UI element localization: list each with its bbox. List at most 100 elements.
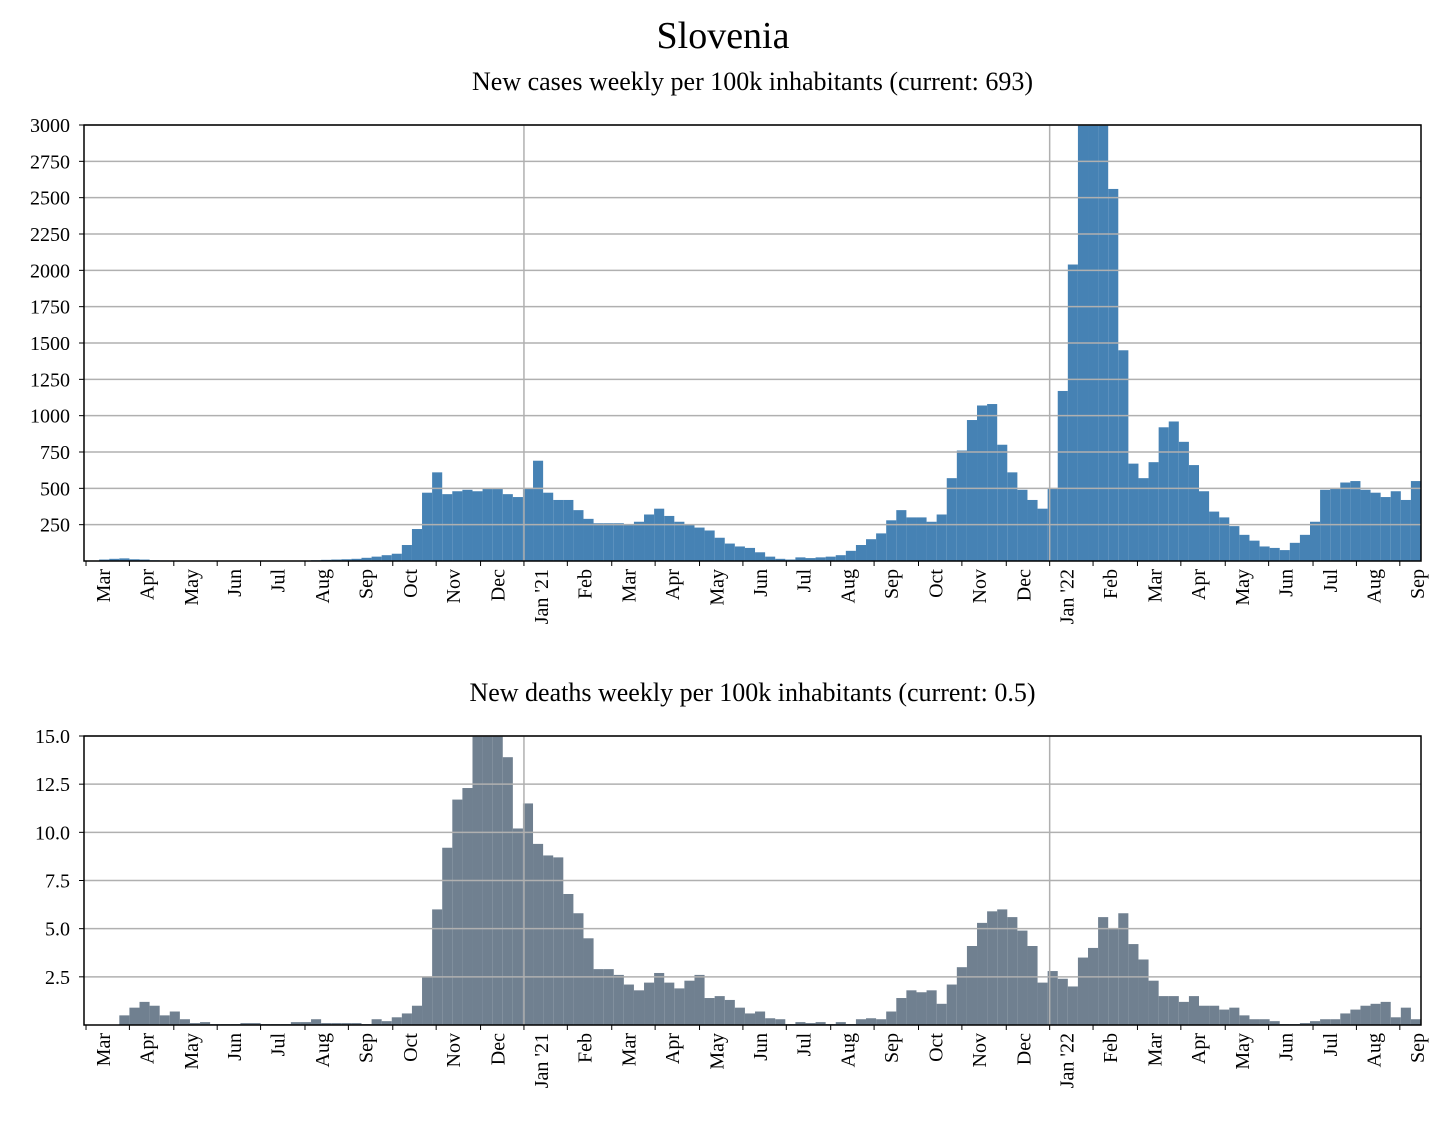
bar — [1239, 534, 1250, 561]
x-tick-label: Feb — [1100, 1033, 1122, 1063]
x-tick-label: Aug — [838, 569, 860, 603]
bar — [644, 982, 655, 1025]
x-tick-label: Sep — [1407, 1033, 1429, 1063]
bar — [563, 499, 574, 561]
bar — [159, 1015, 170, 1025]
bar — [966, 420, 978, 561]
bar — [311, 1019, 322, 1025]
bar — [442, 494, 453, 561]
x-tick-label: Jul — [793, 1033, 815, 1057]
bar — [1077, 125, 1089, 561]
bar — [795, 1022, 806, 1025]
bar — [946, 478, 957, 561]
bar — [432, 909, 443, 1025]
bar — [411, 1005, 423, 1025]
bar — [603, 969, 614, 1025]
bar — [1168, 996, 1179, 1025]
x-tick-label: Jun — [1276, 1033, 1298, 1061]
bar — [633, 990, 645, 1025]
bar — [179, 1019, 190, 1025]
bar — [1188, 996, 1200, 1025]
bar — [644, 514, 655, 561]
x-tick-label: Aug — [1363, 569, 1385, 603]
y-tick-label: 12.5 — [35, 774, 70, 796]
bar — [1088, 947, 1099, 1025]
x-tick-label: Oct — [925, 569, 947, 598]
y-tick-label: 2.5 — [45, 967, 70, 989]
bar — [855, 545, 867, 561]
bar — [1027, 946, 1038, 1025]
bar — [573, 510, 584, 561]
bar — [492, 736, 503, 1025]
bar — [1390, 491, 1401, 561]
bar — [411, 529, 423, 561]
bar — [825, 556, 836, 561]
x-tick-label: Jan '21 — [531, 1033, 553, 1088]
x-tick-label: Sep — [355, 1033, 377, 1063]
bar — [1168, 421, 1179, 561]
x-tick-label: Jun — [1276, 569, 1298, 597]
bar — [734, 1007, 745, 1025]
bar — [1400, 1007, 1411, 1025]
bar — [674, 988, 685, 1025]
bar — [1259, 546, 1270, 561]
x-tick-label: Aug — [312, 1033, 334, 1067]
bar — [1188, 465, 1200, 561]
bar — [926, 990, 937, 1025]
bar — [432, 472, 443, 561]
bar — [744, 547, 756, 561]
bar — [149, 1005, 160, 1025]
bar — [512, 497, 523, 561]
bar — [704, 530, 715, 561]
page-title: Slovenia — [657, 15, 790, 57]
x-tick-label: May — [707, 1033, 729, 1070]
bar — [169, 1011, 180, 1025]
bar — [886, 520, 897, 561]
bar — [1118, 350, 1129, 561]
bar — [1148, 462, 1159, 561]
x-tick-label: Apr — [136, 1033, 158, 1064]
bar — [1380, 1001, 1391, 1025]
bar — [684, 980, 695, 1025]
bar — [331, 1023, 342, 1025]
bar — [936, 1003, 947, 1025]
x-tick-label: May — [1232, 1033, 1254, 1070]
bar — [462, 788, 473, 1025]
bar — [1158, 996, 1169, 1025]
bar — [1017, 930, 1028, 1025]
bar — [583, 938, 594, 1025]
x-tick-label: Jun — [750, 569, 772, 597]
x-tick-label: Jun — [224, 569, 246, 597]
bar — [694, 974, 705, 1025]
bar — [987, 911, 998, 1025]
bar — [815, 557, 826, 561]
x-tick-label: Nov — [443, 569, 465, 603]
x-tick-label: Mar — [619, 569, 641, 603]
bar — [1259, 1019, 1270, 1025]
bar — [341, 1023, 352, 1025]
x-tick-label: Oct — [400, 569, 422, 598]
bar — [866, 1018, 877, 1025]
bar — [1138, 478, 1149, 561]
bar — [987, 404, 998, 561]
x-tick-label: Feb — [574, 1033, 596, 1063]
y-tick-label: 7.5 — [45, 871, 70, 893]
y-tick-label: 1500 — [30, 333, 70, 355]
bar — [936, 514, 947, 561]
bar — [855, 1019, 867, 1025]
bar — [109, 558, 120, 561]
bar — [1320, 1019, 1331, 1025]
bar — [795, 557, 806, 561]
bar — [1067, 986, 1078, 1025]
x-tick-label: May — [181, 569, 203, 606]
bar — [371, 556, 382, 561]
bar — [765, 556, 776, 561]
bar — [593, 969, 604, 1025]
x-tick-label: Mar — [619, 1033, 641, 1067]
bar — [835, 555, 846, 561]
bar — [139, 1001, 150, 1025]
y-tick-label: 5.0 — [45, 919, 70, 941]
x-tick-label: Apr — [1188, 569, 1210, 600]
x-tick-label: Dec — [488, 569, 510, 601]
plot-area — [119, 736, 1421, 1025]
